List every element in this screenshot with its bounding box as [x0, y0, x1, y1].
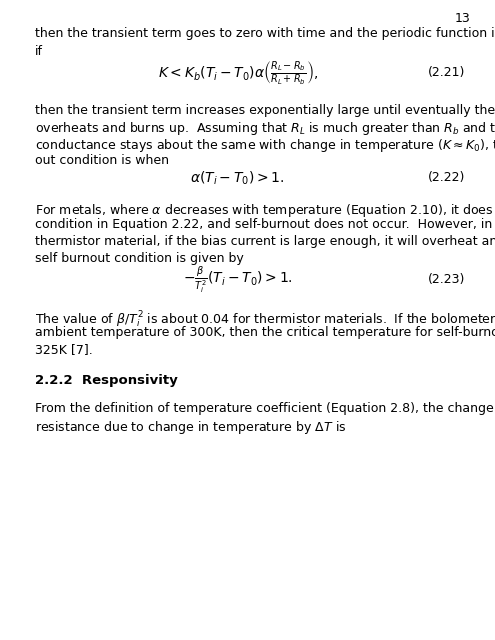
Text: self burnout condition is given by: self burnout condition is given by	[35, 252, 244, 264]
Text: then the transient term increases exponentially large until eventually the bolom: then the transient term increases expone…	[35, 104, 495, 116]
Text: $K < K_b(T_i - T_0)\alpha\left(\frac{R_L - R_b}{R_L + R_b}\right),$: $K < K_b(T_i - T_0)\alpha\left(\frac{R_L…	[157, 60, 318, 86]
Text: overheats and burns up.  Assuming that $R_L$ is much greater than $R_b$ and ther: overheats and burns up. Assuming that $R…	[35, 120, 495, 138]
Text: out condition is when: out condition is when	[35, 154, 169, 166]
Text: resistance due to change in temperature by $\Delta T$ is: resistance due to change in temperature …	[35, 419, 346, 436]
Text: 13: 13	[454, 12, 470, 24]
Text: For metals, where $\alpha$ decreases with temperature (Equation 2.10), it does n: For metals, where $\alpha$ decreases wit…	[35, 202, 495, 219]
Text: From the definition of temperature coefficient (Equation 2.8), the change in the: From the definition of temperature coeff…	[35, 402, 495, 415]
Text: if: if	[35, 45, 43, 58]
Text: thermistor material, if the bias current is large enough, it will overheat and b: thermistor material, if the bias current…	[35, 235, 495, 248]
Text: $\alpha(T_i - T_0) > 1.$: $\alpha(T_i - T_0) > 1.$	[191, 169, 285, 187]
Text: conductance stays about the same with change in temperature ($K\approx K_0$), th: conductance stays about the same with ch…	[35, 137, 495, 154]
Text: 2.2.2  Responsivity: 2.2.2 Responsivity	[35, 374, 177, 387]
Text: (2.22): (2.22)	[428, 172, 465, 184]
Text: condition in Equation 2.22, and self-burnout does not occur.  However, in the ca: condition in Equation 2.22, and self-bur…	[35, 218, 495, 231]
Text: ambient temperature of 300K, then the critical temperature for self-burnout is a: ambient temperature of 300K, then the cr…	[35, 326, 495, 339]
Text: The value of $\beta / T_i^2$ is about 0.04 for thermistor materials.  If the bol: The value of $\beta / T_i^2$ is about 0.…	[35, 310, 495, 330]
Text: (2.23): (2.23)	[428, 273, 465, 286]
Text: $-\frac{\beta}{T_i^2}(T_i - T_0) > 1.$: $-\frac{\beta}{T_i^2}(T_i - T_0) > 1.$	[183, 264, 293, 295]
Text: 325K [7].: 325K [7].	[35, 343, 93, 356]
Text: then the transient term goes to zero with time and the periodic function is left: then the transient term goes to zero wit…	[35, 27, 495, 40]
Text: (2.21): (2.21)	[428, 67, 465, 79]
